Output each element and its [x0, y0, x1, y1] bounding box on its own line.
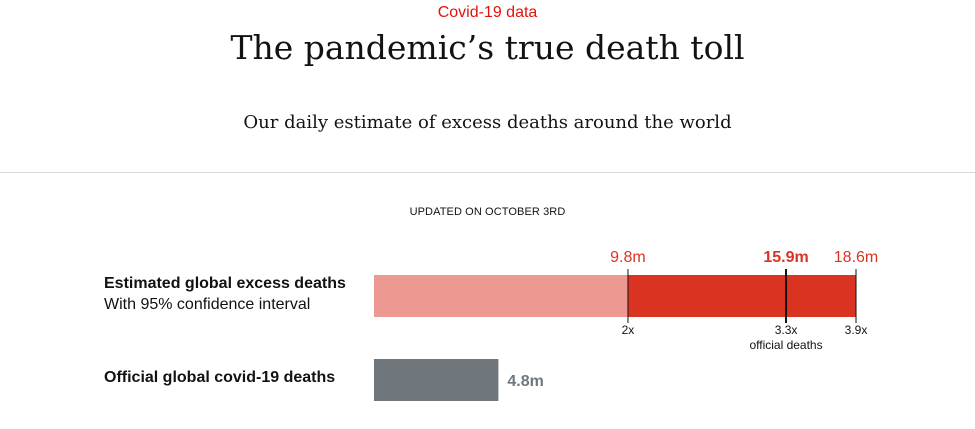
official-value-label: 4.8m: [507, 373, 543, 390]
upper-bound-label: 18.6m: [834, 249, 878, 266]
multiples-caption: official deaths: [749, 338, 822, 352]
estimated-sublabel: With 95% confidence interval: [104, 296, 311, 313]
estimated-row-label: Estimated global excess deaths With 95% …: [104, 275, 346, 314]
official-label: Official global covid-19 deaths: [104, 369, 336, 386]
lower-bound-label: 9.8m: [610, 249, 646, 266]
divider: [0, 172, 975, 173]
bar-below-lower-bound: [374, 275, 628, 317]
kicker: Covid-19 data: [437, 4, 538, 21]
bar-official-deaths: [374, 359, 499, 401]
multiple-label-2: 3.3x: [775, 323, 798, 337]
multiple-label-1: 2x: [622, 323, 635, 337]
page-subtitle: Our daily estimate of excess deaths arou…: [243, 112, 732, 133]
updated-date: UPDATED ON OCTOBER 3RD: [409, 206, 566, 218]
multiple-label-3: 3.9x: [845, 323, 868, 337]
official-row-label: Official global covid-19 deaths: [104, 369, 335, 387]
estimated-label: Estimated global excess deaths: [104, 275, 346, 292]
estimate-label: 15.9m: [763, 249, 808, 266]
bar-confidence-interval: [627, 275, 856, 317]
page-title: The pandemic’s true death toll: [230, 28, 745, 67]
